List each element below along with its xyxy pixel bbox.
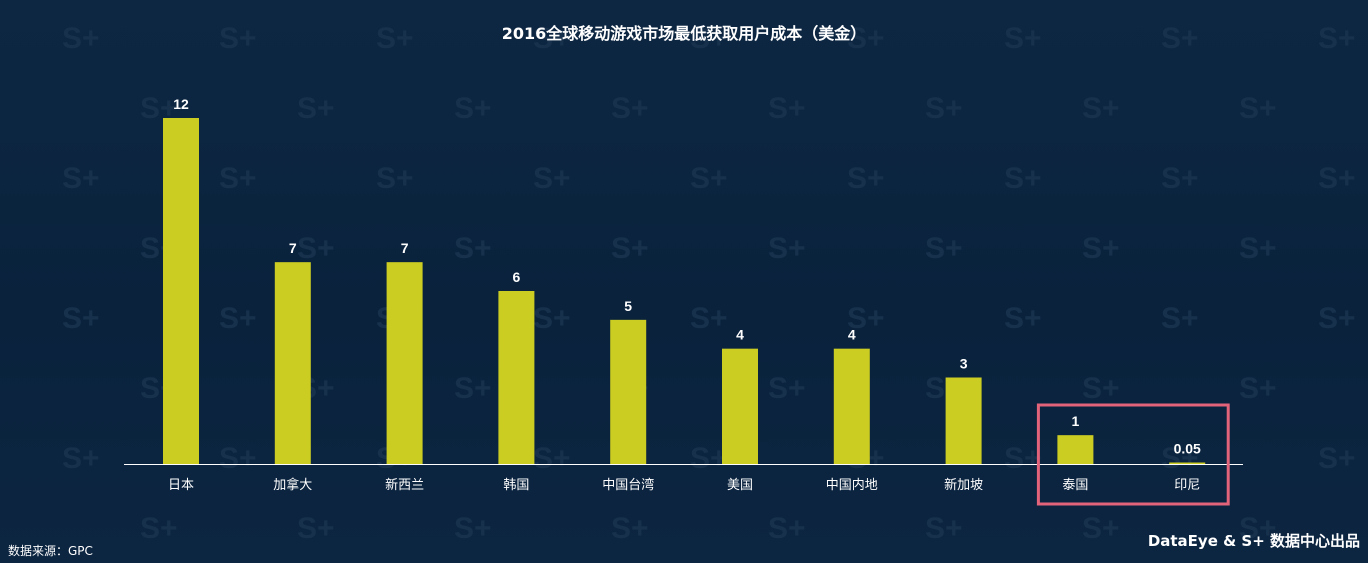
category-tick-label: 印尼 <box>1174 478 1200 493</box>
watermark-mark: S+ <box>454 512 492 545</box>
bar <box>1169 462 1206 464</box>
watermark-mark: S+ <box>690 162 728 195</box>
watermark-mark: S+ <box>297 92 335 125</box>
watermark-mark: S+ <box>690 302 728 335</box>
bar-value-label: 1 <box>1072 413 1080 429</box>
highlight-box <box>1036 403 1230 506</box>
watermark-mark: S+ <box>1239 92 1277 125</box>
watermark-mark: S+ <box>847 302 885 335</box>
watermark-mark: S+ <box>925 232 963 265</box>
watermark-mark: S+ <box>219 22 257 55</box>
watermark-mark: S+ <box>533 302 571 335</box>
watermark-mark: S+ <box>62 162 100 195</box>
watermark-mark: S+ <box>533 22 571 55</box>
watermark-mark: S+ <box>690 22 728 55</box>
watermark-mark: S+ <box>533 162 571 195</box>
watermark-mark: S+ <box>1161 162 1199 195</box>
watermark-mark: S+ <box>219 442 257 475</box>
watermark-mark: S+ <box>1082 92 1120 125</box>
watermark-mark: S+ <box>1318 302 1356 335</box>
category-tick-label: 加拿大 <box>273 477 312 493</box>
watermark-mark: S+ <box>454 372 492 405</box>
watermark-mark: S+ <box>768 92 806 125</box>
watermark-mark: S+ <box>1161 22 1199 55</box>
bar <box>163 118 199 464</box>
bar-value-label: 6 <box>513 269 521 285</box>
watermark-mark: S+ <box>925 512 963 545</box>
labels-group: 12 日本 7 加拿大 7 新西兰 6 韩国 5 中国台湾 4 美国 4 中国内地 3 新加坡 1 泰国 0.05 印… <box>168 96 1201 493</box>
watermark-mark: S+ <box>768 512 806 545</box>
bar <box>610 319 647 464</box>
bar <box>498 291 535 464</box>
bar-value-label: 0.05 <box>1174 441 1201 457</box>
watermark-mark: S+ <box>1161 302 1199 335</box>
watermark-mark: S+ <box>140 512 178 545</box>
watermark-mark: S+ <box>533 442 571 475</box>
category-tick-label: 新西兰 <box>385 477 424 493</box>
chart-title: 2016全球移动游戏市场最低获取用户成本（美金） <box>501 24 867 43</box>
watermark-mark: S+ <box>62 22 100 55</box>
watermark-mark: S+ <box>62 442 100 475</box>
category-tick-label: 美国 <box>727 478 753 493</box>
watermark-mark: S+ <box>62 302 100 335</box>
category-tick-label: 韩国 <box>503 478 529 493</box>
category-tick-label: 中国内地 <box>826 477 878 493</box>
bar <box>833 348 870 464</box>
bar <box>274 262 311 464</box>
watermark-mark: S+ <box>1161 442 1199 475</box>
watermark-mark: S+ <box>1318 162 1356 195</box>
bar-value-label: 3 <box>960 356 968 372</box>
watermark-mark: S+ <box>768 372 806 405</box>
watermark-mark: S+ <box>219 302 257 335</box>
watermark-mark: S+ <box>847 162 885 195</box>
watermark-mark: S+ <box>297 232 335 265</box>
watermark-mark: S+ <box>1004 302 1042 335</box>
category-tick-label: 中国台湾 <box>602 477 654 493</box>
watermark-layer: S+ S+ S+ S+ S+ S+ S+ S+ S+ S+ S+ S+ S+ S+ S+ S+ S+ S+ S+ S+… <box>62 22 1356 545</box>
watermark-mark: S+ <box>1004 162 1042 195</box>
watermark-mark: S+ <box>1082 512 1120 545</box>
watermark-mark: S+ <box>1318 22 1356 55</box>
watermark-mark: S+ <box>847 22 885 55</box>
watermark-mark: S+ <box>611 512 649 545</box>
watermark-mark: S+ <box>611 92 649 125</box>
bar-value-label: 7 <box>401 240 409 256</box>
watermark-mark: S+ <box>219 162 257 195</box>
watermark-mark: S+ <box>1004 442 1042 475</box>
watermark-mark: S+ <box>1239 512 1277 545</box>
bar-value-label: 5 <box>624 298 632 314</box>
data-source-note: 数据来源：GPC <box>8 544 93 558</box>
category-tick-label: 日本 <box>168 478 194 493</box>
watermark-mark: S+ <box>768 232 806 265</box>
watermark-mark: S+ <box>1004 22 1042 55</box>
watermark-mark: S+ <box>297 512 335 545</box>
bar-value-label: 12 <box>173 96 189 112</box>
watermark-mark: S+ <box>1082 232 1120 265</box>
credit-text: DataEye & S+ 数据中心出品 <box>1147 532 1360 550</box>
bar <box>386 262 423 464</box>
watermark-mark: S+ <box>925 92 963 125</box>
bar-value-label: 4 <box>736 327 744 343</box>
bar <box>945 377 982 464</box>
watermark-mark: S+ <box>690 442 728 475</box>
watermark-mark: S+ <box>454 232 492 265</box>
category-tick-label: 泰国 <box>1062 478 1088 493</box>
watermark-mark: S+ <box>1318 442 1356 475</box>
bar-value-label: 7 <box>289 240 297 256</box>
watermark-mark: S+ <box>1239 372 1277 405</box>
watermark-mark: S+ <box>376 162 414 195</box>
watermark-mark: S+ <box>454 92 492 125</box>
watermark-mark: S+ <box>611 232 649 265</box>
bars-group <box>163 118 1206 464</box>
watermark-mark: S+ <box>1239 232 1277 265</box>
bar <box>722 348 758 464</box>
watermark-mark: S+ <box>1082 372 1120 405</box>
watermark-mark: S+ <box>376 22 414 55</box>
bar-value-label: 4 <box>848 327 856 343</box>
bar <box>1057 435 1094 464</box>
category-tick-label: 新加坡 <box>944 477 983 493</box>
